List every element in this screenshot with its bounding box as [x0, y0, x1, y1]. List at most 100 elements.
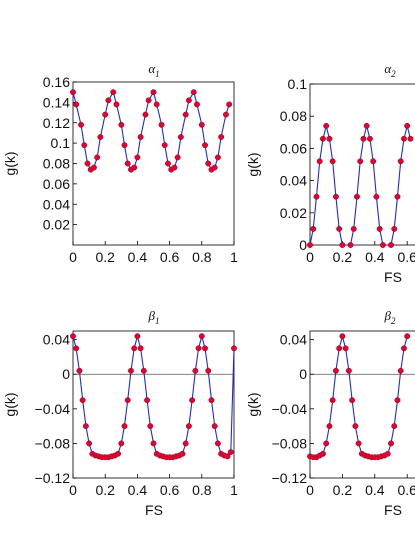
- panel-3-data-point: [227, 449, 234, 456]
- panel-1-ytick-label: 0.06: [43, 176, 70, 192]
- panel-3-ytick-label: −0.04: [35, 401, 71, 417]
- panel-2-data-point: [350, 225, 357, 232]
- panel-1-data-point: [73, 101, 80, 108]
- panel-1-data-point: [214, 154, 221, 161]
- panel-3-fit-curve: [72, 334, 235, 458]
- panel-2-data-point: [354, 193, 360, 200]
- panel-1-ytick-label: 0.1: [51, 135, 71, 151]
- panel-4-xlabel: FS: [384, 502, 402, 518]
- panel-2-data-point: [360, 135, 367, 142]
- panel-1-data-point: [137, 134, 144, 140]
- panel-1-data-point: [124, 160, 131, 167]
- panel-1-data-point: [177, 134, 184, 140]
- panel-3-data-point: [115, 450, 122, 457]
- panel-4-data-point: [342, 345, 349, 352]
- panel-2-ytick-label: 0.06: [280, 140, 307, 156]
- panel-4-data-point: [391, 423, 398, 430]
- panel-1-data-point: [158, 121, 165, 128]
- panel-3-data-point: [124, 397, 131, 404]
- panel-1-data-point: [113, 101, 120, 108]
- panel-3-data-point: [185, 423, 192, 430]
- panel-2-data-point: [313, 193, 320, 200]
- panel-2-data-point: [391, 225, 398, 232]
- panel-1-data-point: [97, 134, 104, 140]
- panel-2-ytick-label: 0.04: [280, 173, 307, 189]
- panel-3-data-point: [231, 345, 237, 352]
- panel-1-data-point: [226, 101, 233, 108]
- panel-3-data-point: [214, 440, 221, 447]
- panel-2-data-point: [336, 225, 343, 232]
- panel-4-data-point: [329, 397, 336, 404]
- panel-2-data-point: [329, 158, 336, 165]
- panel-2-data-point: [310, 225, 317, 232]
- panel-2-ytick-label: 0.1: [288, 76, 308, 92]
- panel-4-title: β2: [384, 308, 396, 326]
- panel-4-data-point: [336, 345, 343, 352]
- panel-3-xtick-label: 0.2: [95, 482, 115, 498]
- panel-2-data-point: [376, 225, 383, 232]
- panel-2-title: α2: [384, 61, 396, 79]
- panel-2-xlabel: FS: [384, 269, 402, 285]
- panel-2-xtick-label: 0.4: [365, 249, 385, 265]
- panel-4-data-point: [352, 423, 359, 430]
- panel-1-data-point: [211, 164, 218, 171]
- panel-3-data-point: [86, 440, 93, 447]
- panel-3-ytick-label: −0.08: [35, 435, 71, 451]
- panel-3-ytick-label: 0: [62, 366, 70, 382]
- panel-4-data-point: [320, 450, 326, 457]
- panel-4-data-point: [345, 367, 352, 374]
- panel-1-data-point: [70, 89, 76, 96]
- panel-1-data-point: [145, 97, 152, 104]
- panel-4-data-point: [355, 440, 362, 447]
- panel-3-ylabel: g(k): [2, 392, 18, 416]
- panel-3-data-point: [134, 333, 141, 340]
- panel-3-data-point: [76, 367, 83, 374]
- panel-1-xtick-label: 0.4: [128, 249, 148, 265]
- panel-2-data-point: [363, 122, 370, 129]
- panel-3-data-point: [118, 440, 125, 447]
- panel-1-data-point: [134, 154, 141, 161]
- panel-3-data-point: [137, 345, 144, 352]
- panel-3-frame: [72, 330, 235, 479]
- panel-1-data-point: [102, 111, 109, 118]
- panel-4-fit-curve: [309, 334, 408, 458]
- panel-1-title: α1: [148, 61, 159, 79]
- panel-4-data-point: [388, 440, 394, 447]
- panel-1-xtick-label: 0.2: [95, 249, 115, 265]
- panel-4-ytick-label: −0.08: [272, 435, 308, 451]
- panel-3-data-point: [140, 367, 147, 374]
- panel-4-data-point: [401, 345, 407, 352]
- panel-2-data-point: [407, 135, 414, 142]
- panel-4-xtick-label: 0.4: [365, 482, 385, 498]
- panel-4-ytick-label: −0.04: [272, 401, 308, 417]
- panel-3-ytick-label: −0.12: [35, 470, 71, 486]
- panel-1-fit-curve: [72, 90, 230, 171]
- panel-3-xtick-label: 0.6: [160, 482, 180, 498]
- panel-1-data-point: [78, 121, 85, 128]
- panel-2-data-point: [397, 158, 404, 165]
- panel-2-data-point: [332, 193, 339, 200]
- panel-3-data-point: [121, 423, 128, 430]
- panel-4-data-point: [349, 397, 356, 404]
- panel-1-data-point: [171, 164, 178, 171]
- panel-1-data-point: [105, 97, 112, 104]
- panel-3-data-point: [192, 367, 199, 374]
- panel-3-data-point: [195, 345, 202, 352]
- panel-2-data-point: [366, 135, 373, 142]
- panel-3-xtick-label: 0.4: [128, 482, 148, 498]
- panel-1-ytick-label: 0.08: [43, 156, 70, 172]
- panel-4-data-point: [397, 367, 404, 374]
- panel-2-data-point: [370, 158, 377, 165]
- panel-1-data-point: [110, 89, 117, 96]
- panel-3-ytick-label: 0.04: [43, 332, 70, 348]
- panel-1-data-point: [84, 160, 91, 167]
- panel-3-data-point: [131, 345, 138, 352]
- panel-1-data-point: [185, 97, 192, 104]
- panel-2-data-point: [316, 158, 323, 165]
- panel-4-data-point: [394, 397, 401, 404]
- panel-2-data-point: [347, 242, 354, 248]
- panel-4-ytick-label: −0.12: [272, 470, 308, 486]
- panel-3-data-point: [179, 450, 186, 457]
- panel-3-xtick-label: 0: [69, 482, 77, 498]
- panel-3-xtick-label: 1: [230, 482, 238, 498]
